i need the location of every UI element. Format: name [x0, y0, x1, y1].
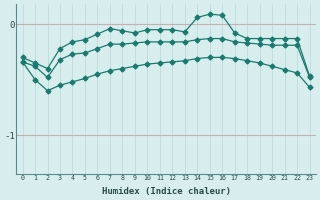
X-axis label: Humidex (Indice chaleur): Humidex (Indice chaleur)	[101, 187, 231, 196]
